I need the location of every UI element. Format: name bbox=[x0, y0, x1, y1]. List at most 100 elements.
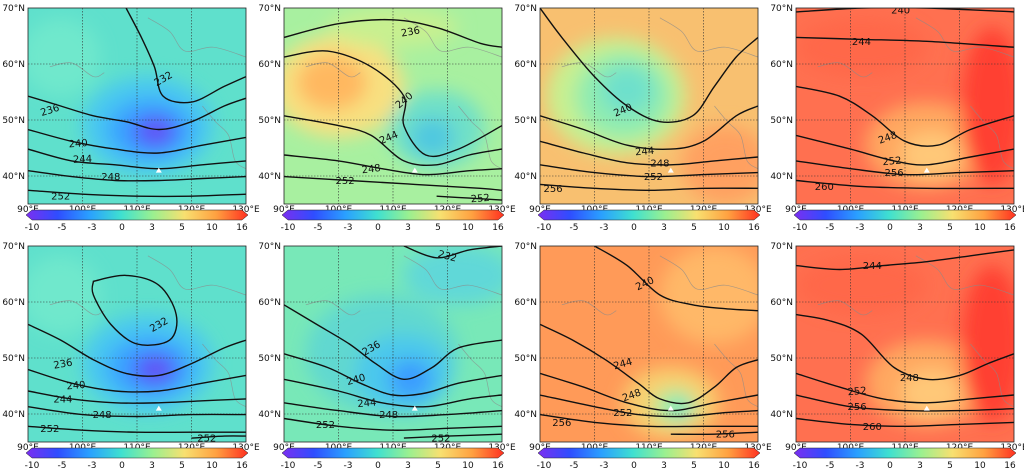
colorbar-tick-label: -5 bbox=[314, 223, 323, 233]
map-panel-row1-col1: 23223624024424825270°N60°N50°N40°N90°E10… bbox=[0, 0, 260, 238]
colorbar-tick-label: -5 bbox=[826, 461, 835, 471]
contour-line-252 bbox=[796, 134, 1014, 166]
map-frame bbox=[27, 245, 247, 443]
colorbar-tick-label: 5 bbox=[691, 461, 697, 471]
colorbar-tick-label: -10 bbox=[25, 223, 40, 233]
contour-label: 240 bbox=[346, 372, 367, 388]
contour-line-256 bbox=[670, 431, 758, 436]
contour-line-252 bbox=[403, 433, 502, 439]
lat-label: 70°N bbox=[514, 4, 537, 14]
contour-line-244 bbox=[540, 323, 758, 405]
contour-label: 252 bbox=[613, 408, 632, 419]
map-frame bbox=[539, 245, 759, 443]
lon-label: 130°E bbox=[1000, 205, 1024, 215]
contour-line-240 bbox=[796, 8, 1014, 13]
contour-label: 252 bbox=[40, 424, 59, 435]
lat-label: 70°N bbox=[770, 242, 793, 252]
map-svg: 23223624024424825225270°N60°N50°N40°N90°… bbox=[2, 242, 260, 471]
contour-label: 252 bbox=[335, 176, 354, 187]
colorbar-tick-label: 10 bbox=[206, 461, 218, 471]
lon-label: 90°E bbox=[17, 443, 39, 453]
contour-line-248 bbox=[796, 313, 1014, 381]
contour-line-236 bbox=[28, 323, 246, 377]
colorbar-tick-label: 3 bbox=[917, 223, 923, 233]
colorbar-tick-label: 5 bbox=[435, 223, 441, 233]
contour-line-244 bbox=[284, 378, 502, 408]
station-marker-icon bbox=[155, 167, 162, 173]
contour-label: 236 bbox=[400, 25, 421, 39]
lat-label: 40°N bbox=[258, 410, 281, 420]
contour-label: 240 bbox=[66, 380, 86, 393]
lon-label: 130°E bbox=[232, 443, 260, 453]
colorbar-tick-label: 0 bbox=[887, 461, 893, 471]
colorbar-tick-label: -3 bbox=[344, 461, 353, 471]
map-panel-row1-col4: 24024424825225626070°N60°N50°N40°N90°E10… bbox=[768, 0, 1024, 238]
colorbar-tick-label: 10 bbox=[206, 223, 218, 233]
colorbar-tick-label: 5 bbox=[691, 223, 697, 233]
contour-label: 248 bbox=[361, 163, 381, 176]
contour-line-252 bbox=[284, 417, 502, 431]
colorbar-tick-label: -5 bbox=[314, 461, 323, 471]
lat-label: 70°N bbox=[2, 242, 25, 252]
map-svg: 24424825225626070°N60°N50°N40°N90°E100°E… bbox=[770, 242, 1024, 471]
lat-label: 50°N bbox=[258, 354, 281, 364]
colorbar-tick-label: -10 bbox=[25, 461, 40, 471]
contour-line-252 bbox=[540, 164, 758, 178]
contour-line-236 bbox=[284, 304, 502, 381]
contour-label: 256 bbox=[544, 184, 563, 195]
lat-label: 50°N bbox=[770, 354, 793, 364]
contour-line-236 bbox=[28, 95, 246, 131]
contour-line-232 bbox=[125, 8, 246, 104]
map-svg: 24024424825225626070°N60°N50°N40°N90°E10… bbox=[770, 4, 1024, 233]
colorbar-tick-label: 16 bbox=[1004, 223, 1016, 233]
lat-label: 50°N bbox=[2, 116, 25, 126]
contour-label: 252 bbox=[644, 172, 663, 183]
contour-line-244 bbox=[28, 390, 246, 404]
colorbar-tick-label: 0 bbox=[631, 223, 637, 233]
grid-lines bbox=[796, 246, 1014, 442]
lat-label: 50°N bbox=[258, 116, 281, 126]
colorbar: -10 -5 -3 0 3 5 10 16 bbox=[281, 447, 505, 471]
contour-line-240 bbox=[284, 50, 502, 158]
contour-label: 244 bbox=[73, 154, 93, 166]
colorbar-tick-label: 10 bbox=[718, 461, 730, 471]
colorbar-tick-label: -10 bbox=[537, 461, 552, 471]
lon-label: 90°E bbox=[273, 205, 295, 215]
colorbar-tick-label: -10 bbox=[793, 461, 808, 471]
lon-label: 130°E bbox=[488, 443, 516, 453]
grid-lines bbox=[28, 246, 246, 442]
map-svg: 23624024424825225270°N60°N50°N40°N90°E10… bbox=[258, 4, 516, 233]
colorbar-tick-label: 16 bbox=[236, 223, 248, 233]
map-frame bbox=[283, 245, 503, 443]
lat-label: 50°N bbox=[770, 116, 793, 126]
grid-lines bbox=[796, 8, 1014, 204]
contour-label: 256 bbox=[847, 402, 866, 413]
station-marker-icon bbox=[923, 167, 930, 173]
colorbar-tick-label: -3 bbox=[600, 223, 609, 233]
map-frame bbox=[795, 7, 1015, 205]
contour-label: 240 bbox=[68, 138, 88, 151]
colorbar: -10 -5 -3 0 3 5 10 16 bbox=[25, 209, 249, 233]
lon-label: 130°E bbox=[232, 205, 260, 215]
lat-label: 40°N bbox=[514, 172, 537, 182]
contour-label: 244 bbox=[612, 357, 633, 373]
lat-label: 50°N bbox=[2, 354, 25, 364]
shaded-field bbox=[28, 246, 246, 442]
lon-label: 130°E bbox=[1000, 443, 1024, 453]
grid-lines bbox=[284, 246, 502, 442]
lat-label: 70°N bbox=[2, 4, 25, 14]
map-frame bbox=[795, 245, 1015, 443]
lat-label: 70°N bbox=[514, 242, 537, 252]
contour-label: 260 bbox=[863, 422, 882, 433]
contour-label: 244 bbox=[357, 397, 377, 410]
colorbar-tick-label: -10 bbox=[537, 223, 552, 233]
colorbar: -10 -5 -3 0 3 5 10 16 bbox=[793, 447, 1017, 471]
contour-line-248 bbox=[796, 85, 1014, 147]
map-frame bbox=[27, 7, 247, 205]
contour-line-240 bbox=[28, 128, 246, 154]
contour-line-244 bbox=[28, 148, 246, 170]
colorbar-tick-label: 16 bbox=[748, 461, 760, 471]
colorbar-tick-label: -10 bbox=[281, 223, 296, 233]
lat-label: 60°N bbox=[514, 60, 537, 70]
